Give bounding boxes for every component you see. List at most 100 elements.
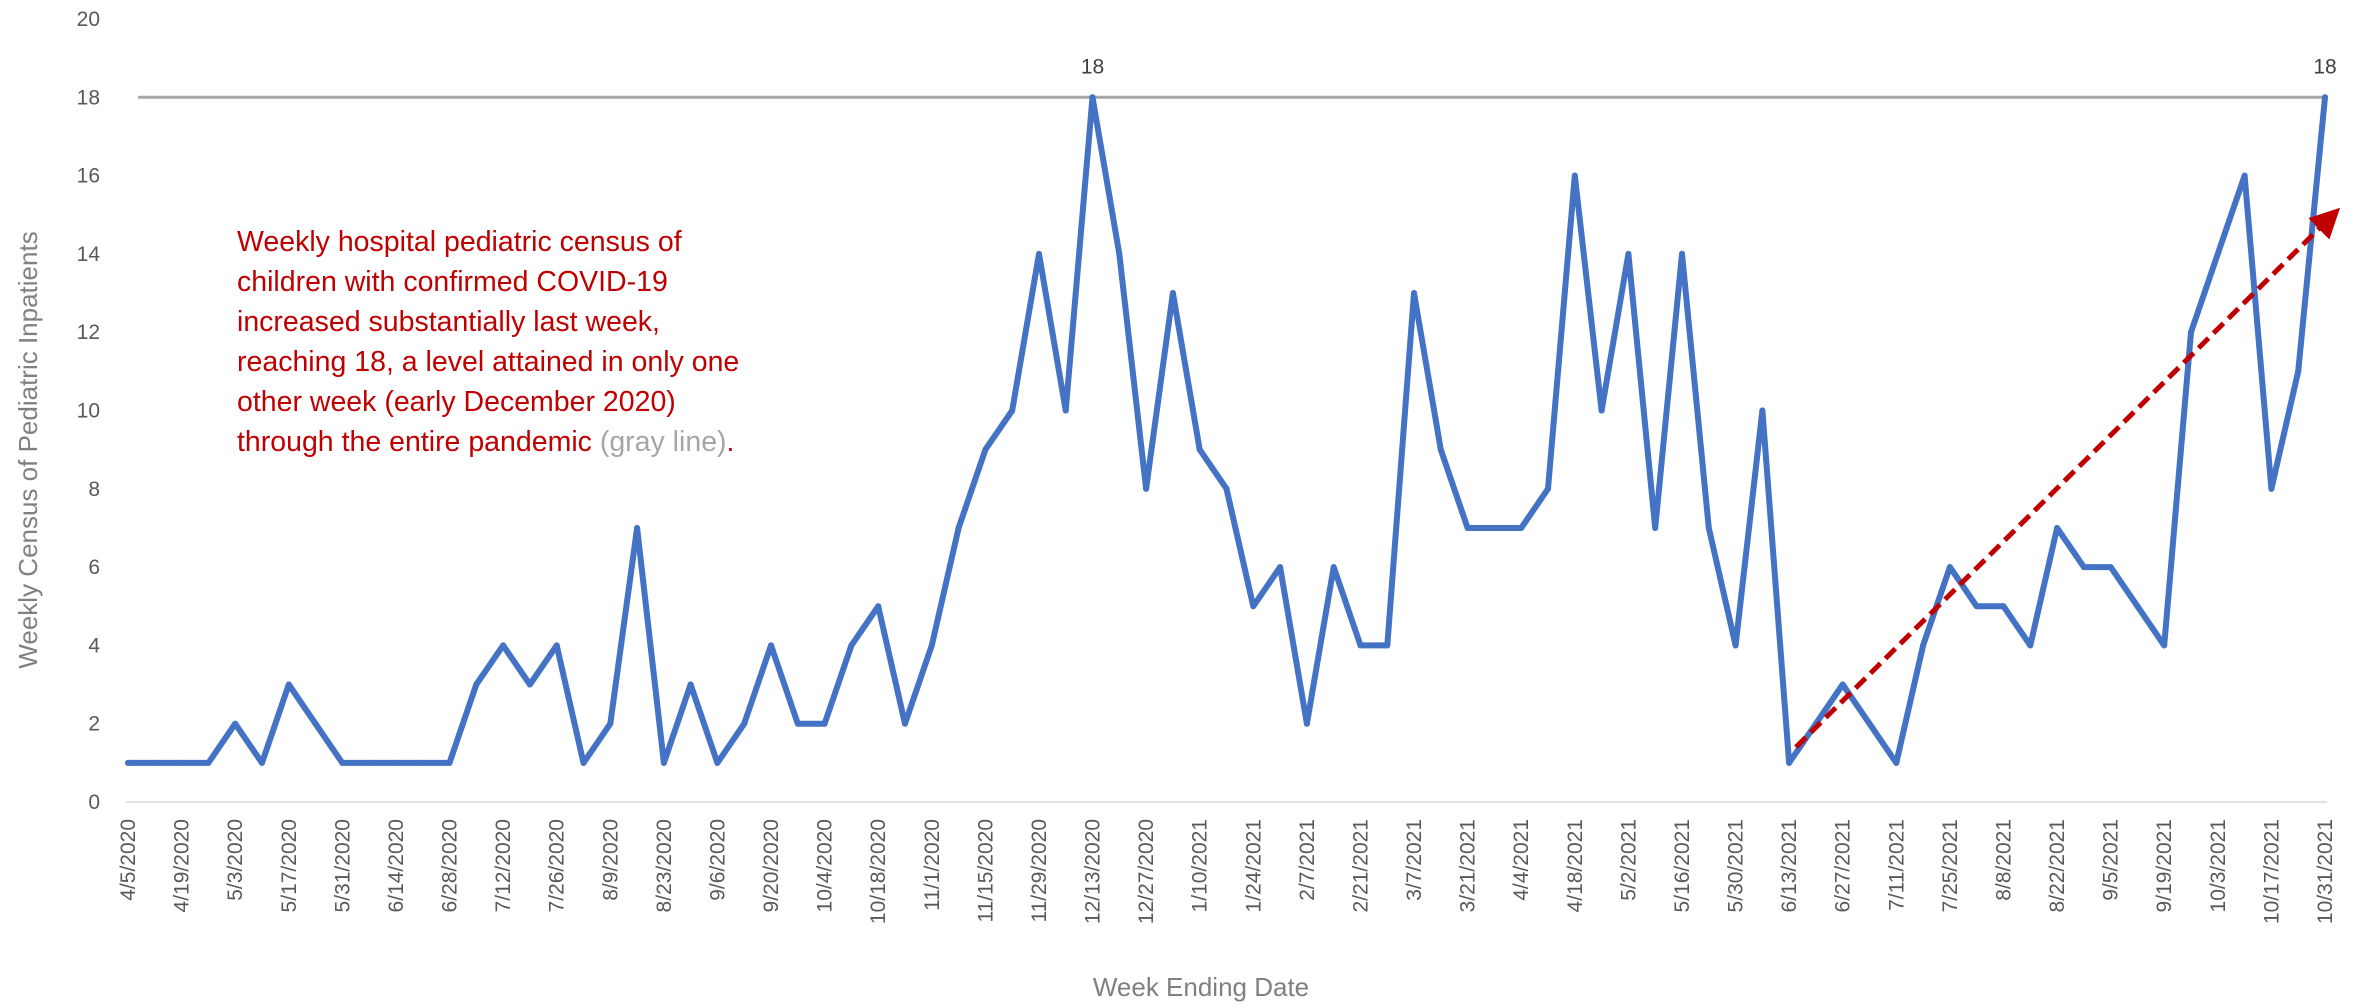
x-tick-label: 1/24/2021 [1242,819,1265,912]
x-tick-label: 7/26/2020 [546,819,569,912]
data-point [741,720,748,727]
data-point [232,720,239,727]
data-point [1035,250,1042,257]
annotation-line: through the entire pandemic [237,426,600,458]
data-point [446,759,453,766]
x-tick-label: 11/15/2020 [974,819,997,923]
y-tick-label: 6 [88,556,100,579]
x-tick-label: 8/9/2020 [599,819,622,901]
x-tick-label: 5/16/2021 [1671,819,1694,912]
x-tick-label: 10/17/2021 [2260,819,2283,924]
data-point [1893,759,1900,766]
data-point [2107,564,2114,571]
data-point [1625,250,1632,257]
x-tick-label: 5/31/2020 [331,819,354,912]
x-tick-label: 7/11/2021 [1885,819,1908,911]
data-point [339,759,346,766]
data-point [714,759,721,766]
data-point [982,446,989,453]
x-tick-label: 5/3/2020 [224,819,247,901]
x-tick-label: 10/4/2020 [814,819,837,912]
x-tick-label: 10/18/2020 [867,819,890,924]
data-point [2161,642,2168,649]
data-point [955,524,962,531]
annotation-line: children with confirmed COVID-19 [237,266,668,298]
y-tick-label: 10 [77,400,100,423]
x-tick-label: 8/22/2021 [2046,819,2069,912]
data-point [2241,172,2248,179]
data-point [526,681,533,688]
y-tick-label: 20 [77,8,100,31]
x-tick-label: 2/7/2021 [1296,819,1319,901]
data-point [1759,407,1766,414]
y-axis-ticks: 0 2 4 6 8 10 12 14 16 18 20 [77,8,101,814]
data-point [1411,290,1418,297]
data-point [1250,603,1257,610]
data-point [1089,94,1096,101]
data-point [660,759,667,766]
data-point [1357,642,1364,649]
data-point [1491,524,1498,531]
x-tick-label: 7/12/2020 [492,819,515,912]
data-point [794,720,801,727]
x-axis-ticks: 4/5/2020 4/19/2020 5/3/2020 5/17/2020 5/31/2… [117,819,2337,924]
data-point [1009,407,1016,414]
data-point [1866,720,1873,727]
data-point [2027,642,2034,649]
data-point [1464,524,1471,531]
annotation-text: Weekly hospital pediatric census of child… [237,222,837,462]
data-point [1437,446,1444,453]
x-tick-label: 7/25/2021 [1939,819,1962,912]
data-point [1598,407,1605,414]
x-tick-label: 6/28/2020 [439,819,462,912]
data-point [366,759,373,766]
x-tick-label: 9/6/2020 [706,819,729,901]
y-tick-label: 8 [88,478,100,501]
x-tick-label: 9/20/2020 [760,819,783,912]
data-point [312,720,319,727]
x-tick-label: 9/5/2021 [2100,819,2123,901]
data-point [1839,681,1846,688]
x-tick-label: 6/14/2020 [385,819,408,912]
data-point [1571,172,1578,179]
x-tick-label: 12/27/2020 [1135,819,1158,924]
x-tick-label: 11/1/2020 [921,819,944,911]
data-point [1946,564,1953,571]
data-point [607,720,614,727]
x-tick-label: 3/7/2021 [1403,819,1426,901]
data-point [1384,642,1391,649]
x-tick-label: 4/19/2020 [171,819,194,912]
data-point [1303,720,1310,727]
data-point [875,603,882,610]
trend-arrow [1794,207,2341,749]
data-point [1545,485,1552,492]
x-tick-label: 4/18/2021 [1564,819,1587,912]
y-tick-label: 18 [77,86,100,109]
data-point [2295,368,2302,375]
data-point [1223,485,1230,492]
annotation-line: other week (early December 2020) [237,386,676,418]
data-point [553,642,560,649]
data-point [392,759,399,766]
data-point [634,524,641,531]
x-tick-label: 6/27/2021 [1832,819,1855,912]
data-point [821,720,828,727]
data-point [2214,250,2221,257]
x-tick-label: 8/8/2021 [1992,819,2015,901]
data-point [419,759,426,766]
x-tick-label: 6/13/2021 [1778,819,1801,912]
annotation-line: reaching 18, a level attained in only on… [237,346,740,378]
x-tick-label: 4/4/2021 [1510,819,1533,901]
data-point [687,681,694,688]
data-point [1705,524,1712,531]
data-point [1143,485,1150,492]
data-point [205,759,212,766]
data-point [1786,759,1793,766]
data-point [1518,524,1525,531]
data-point [473,681,480,688]
data-point [285,681,292,688]
data-point [2080,564,2087,571]
data-point [2134,603,2141,610]
y-axis-title: Weekly Census of Pediatric Inpatients [13,231,43,668]
data-point [1678,250,1685,257]
